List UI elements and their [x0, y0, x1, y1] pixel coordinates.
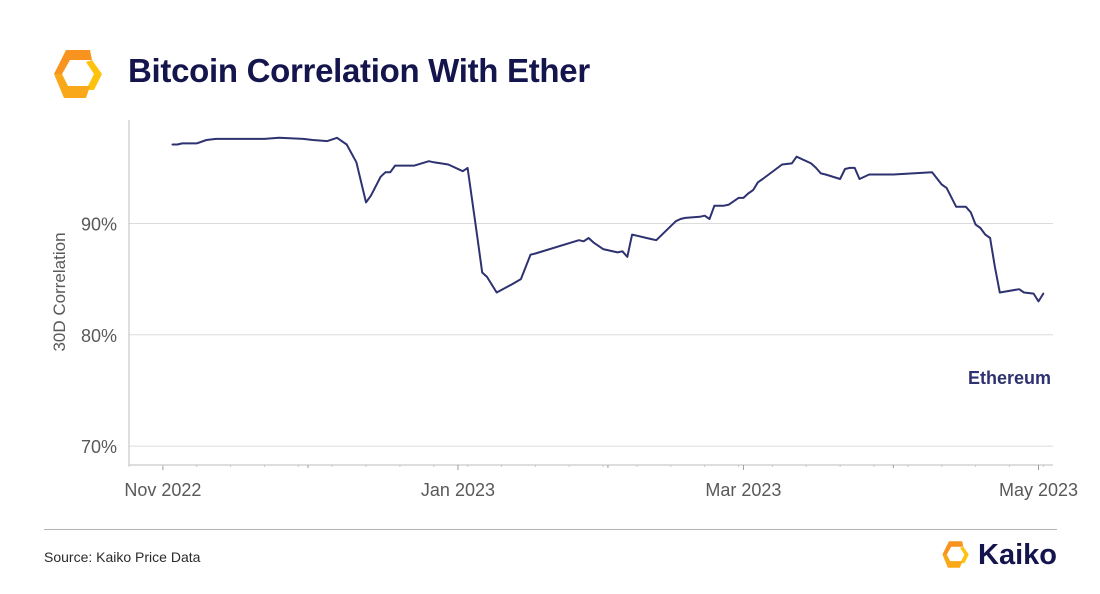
footer-divider — [44, 529, 1057, 530]
y-tick-labels: 70% 80% 90% — [81, 215, 117, 458]
series-layer — [171, 136, 1045, 303]
x-tick-label: May 2023 — [999, 480, 1078, 500]
kaiko-logo-icon — [942, 541, 969, 568]
y-tick-label: 80% — [81, 326, 117, 346]
series-line-ethereum — [171, 136, 1045, 303]
brand-name: Kaiko — [978, 539, 1057, 571]
x-tick-label: Jan 2023 — [421, 480, 495, 500]
footer-brand: Kaiko — [938, 538, 1068, 572]
x-tick-label: Nov 2022 — [124, 480, 201, 500]
y-axis-label: 30D Correlation — [50, 232, 69, 351]
page-title: Bitcoin Correlation With Ether — [128, 52, 590, 89]
series-label-ethereum: Ethereum — [968, 368, 1051, 388]
kaiko-logo-icon — [54, 50, 102, 98]
gridlines — [129, 223, 1053, 447]
x-tick-labels: Nov 2022 Jan 2023 Mar 2023 May 2023 — [124, 480, 1078, 500]
x-tick-label: Mar 2023 — [705, 480, 781, 500]
source-note: Source: Kaiko Price Data — [44, 549, 201, 565]
y-tick-label: 70% — [81, 437, 117, 457]
y-tick-label: 90% — [81, 215, 117, 235]
axes — [128, 120, 1053, 470]
